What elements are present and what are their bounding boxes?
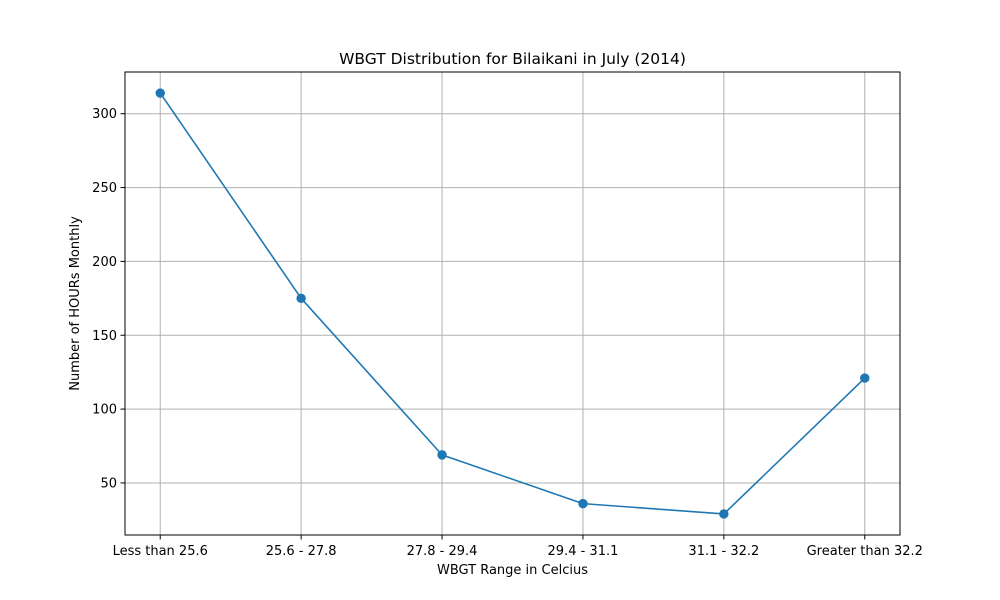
- series-layer: [155, 88, 870, 519]
- x-tick-label: Greater than 32.2: [807, 544, 923, 559]
- y-tick-label: 300: [92, 107, 117, 122]
- plot-area-frame: [124, 71, 901, 536]
- y-axis-ticks: 50 100 150 200 250 300: [92, 107, 125, 491]
- data-point: [437, 450, 447, 460]
- y-tick-label: 250: [92, 181, 117, 196]
- x-tick-label: 25.6 - 27.8: [266, 544, 337, 559]
- y-tick-label: 150: [92, 329, 117, 344]
- x-tick-label: 31.1 - 32.2: [688, 544, 759, 559]
- series-line: [159, 92, 866, 515]
- x-axis-title: WBGT Range in Celcius: [437, 563, 588, 578]
- data-point: [578, 498, 588, 509]
- data-point: [296, 293, 306, 304]
- data-point: [719, 509, 729, 519]
- x-tick-label: Less than 25.6: [113, 544, 208, 559]
- chart-title: WBGT Distribution for Bilaikani in July …: [339, 50, 686, 68]
- data-point: [860, 373, 870, 383]
- x-tick-label: 29.4 - 31.1: [548, 544, 619, 559]
- grid-lines: [125, 72, 900, 535]
- y-tick-label: 50: [100, 476, 117, 491]
- data-point: [155, 88, 165, 98]
- y-axis-title: Number of HOURs Monthly: [68, 216, 83, 391]
- x-axis-ticks: Less than 25.6 25.6 - 27.8 27.8 - 29.4 29.4…: [113, 535, 923, 559]
- x-tick-label: 27.8 - 29.4: [407, 544, 478, 559]
- y-tick-label: 100: [92, 403, 117, 418]
- y-tick-label: 200: [92, 255, 117, 270]
